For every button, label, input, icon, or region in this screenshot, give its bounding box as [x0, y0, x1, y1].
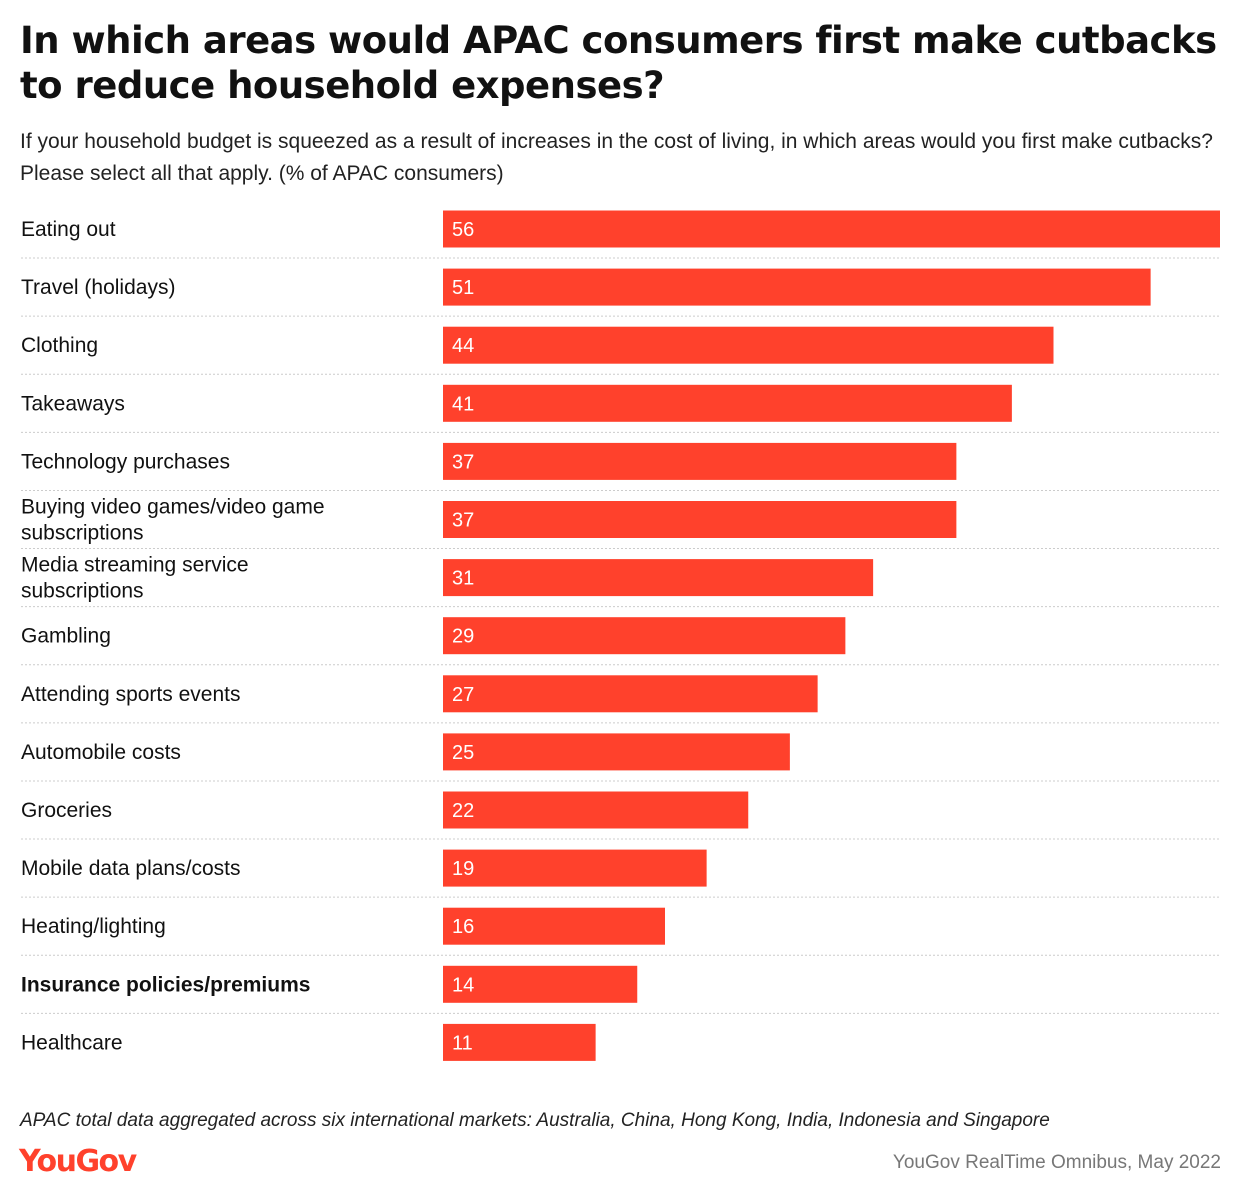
bar-value-label: 37: [452, 451, 474, 473]
yougov-logo: YouGov: [19, 1144, 137, 1179]
category-label: Technology purchases: [21, 450, 230, 473]
bar-value-label: 56: [452, 219, 474, 241]
bar-value-label: 37: [452, 510, 474, 532]
bar: [443, 326, 1054, 364]
category-label: Gambling: [21, 625, 111, 648]
category-label: Groceries: [21, 799, 112, 822]
category-label: Mobile data plans/costs: [21, 857, 240, 880]
bar-value-label: 27: [452, 684, 474, 706]
category-label: Heating/lighting: [21, 915, 166, 938]
bar-value-label: 51: [452, 277, 474, 299]
bar-value-label: 11: [452, 1032, 473, 1054]
category-label: Travel (holidays): [21, 276, 175, 299]
bar: [443, 442, 957, 480]
source-note: YouGov RealTime Omnibus, May 2022: [892, 1152, 1221, 1173]
bar-value-label: 14: [452, 974, 474, 996]
category-label: Attending sports events: [21, 683, 240, 706]
category-label: Media streaming service subscriptions: [21, 554, 249, 603]
bar: [443, 733, 790, 771]
bar: [443, 384, 1012, 422]
bar: [443, 501, 957, 538]
bar: [443, 210, 1220, 248]
chart-title: In which areas would APAC consumers firs…: [20, 19, 1217, 107]
bar-value-label: 29: [452, 626, 474, 648]
category-label: Takeaways: [21, 392, 125, 415]
bar-value-label: 44: [452, 335, 474, 357]
category-label: Eating out: [21, 218, 116, 241]
bar: [443, 675, 818, 713]
bar: [443, 617, 846, 655]
bar: [443, 849, 707, 887]
bar-value-label: 25: [452, 742, 474, 764]
chart-subtitle: If your household budget is squeezed as …: [20, 130, 1213, 185]
category-label: Buying video games/video game subscriptio…: [21, 496, 325, 545]
bar-value-label: 22: [452, 800, 474, 822]
category-label: Healthcare: [21, 1031, 123, 1054]
bar: [443, 907, 665, 945]
bar: [443, 268, 1151, 306]
bar-chart: Eating out 56 Travel (holidays) 51 Clothing 4…: [21, 210, 1220, 1061]
bar: [443, 791, 749, 829]
bar-value-label: 31: [452, 568, 474, 590]
footnote: APAC total data aggregated across six in…: [20, 1110, 1050, 1131]
category-label: Insurance policies/premiums: [21, 973, 310, 996]
category-label: Clothing: [21, 334, 98, 357]
category-label: Automobile costs: [21, 741, 181, 764]
bar-value-label: 19: [452, 858, 474, 880]
bar: [443, 559, 874, 597]
bar: [443, 965, 638, 1003]
bar: [443, 1023, 596, 1061]
bar-value-label: 41: [452, 393, 474, 415]
bar-value-label: 16: [452, 916, 474, 938]
